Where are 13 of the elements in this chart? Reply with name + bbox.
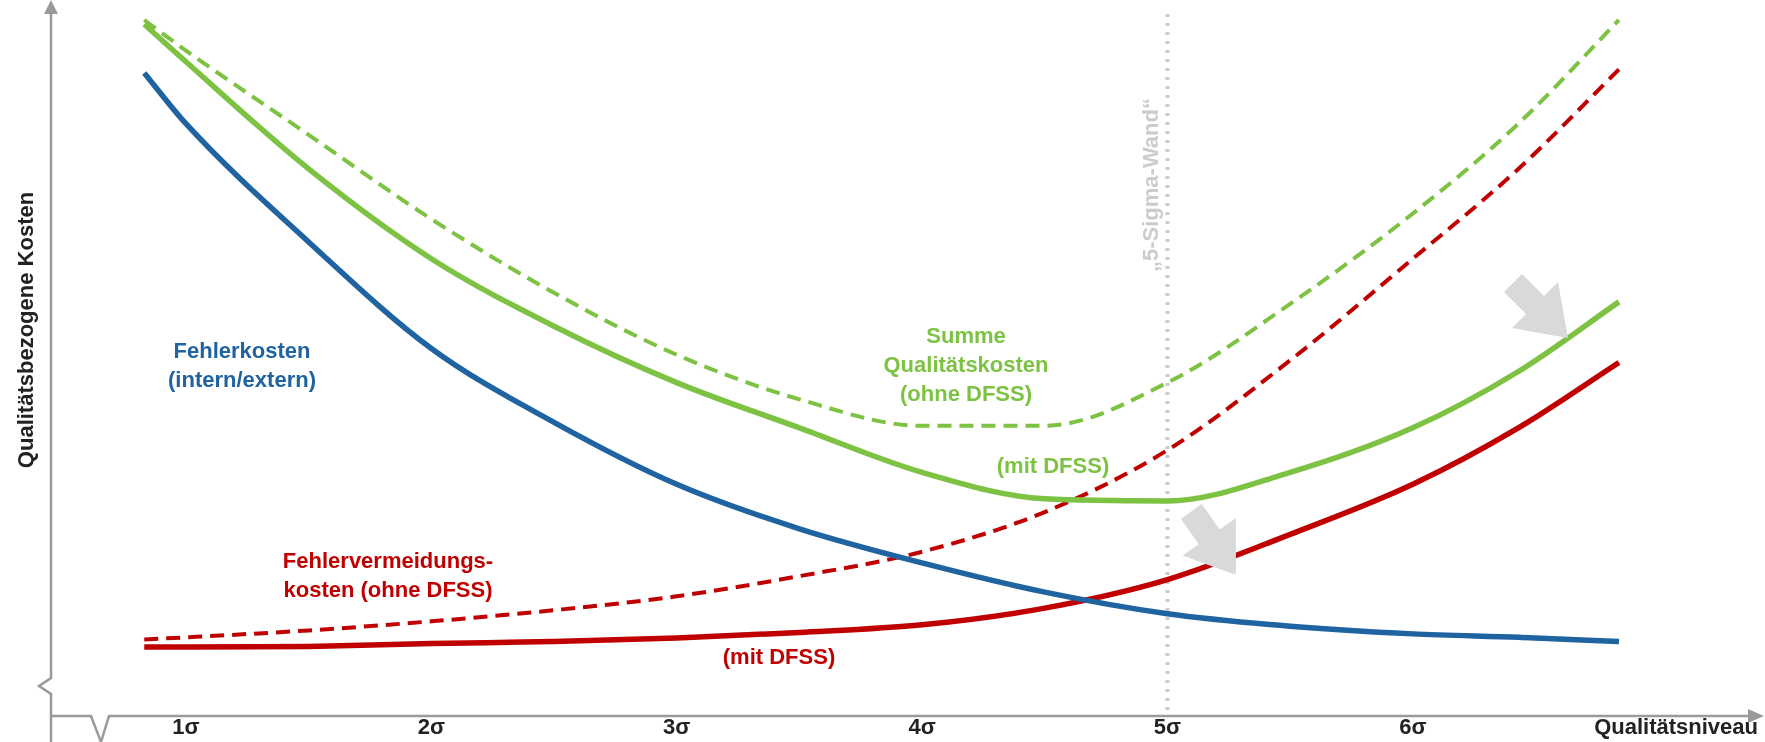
x-tick-label: 6σ — [1399, 714, 1427, 740]
x-axis-title: Qualitätsniveau — [1594, 714, 1758, 740]
x-tick-label: 3σ — [663, 714, 691, 740]
x-tick-label: 1σ — [172, 714, 200, 740]
x-tick-label: 4σ — [908, 714, 936, 740]
annotation: (mit DFSS) — [996, 453, 1110, 479]
x-tick-label: 5σ — [1153, 714, 1182, 740]
annotation: Summe Qualitätskosten (ohne DFSS) — [883, 323, 1049, 407]
y-axis-title: Qualitätsbezogene Kosten — [13, 191, 39, 469]
annotation: Fehlerkosten (intern/extern) — [168, 337, 316, 392]
annotation: Fehlervermeidungs- kosten (ohne DFSS) — [282, 547, 494, 602]
annotation: (mit DFSS) — [722, 644, 836, 670]
x-tick-label: 2σ — [417, 714, 445, 740]
